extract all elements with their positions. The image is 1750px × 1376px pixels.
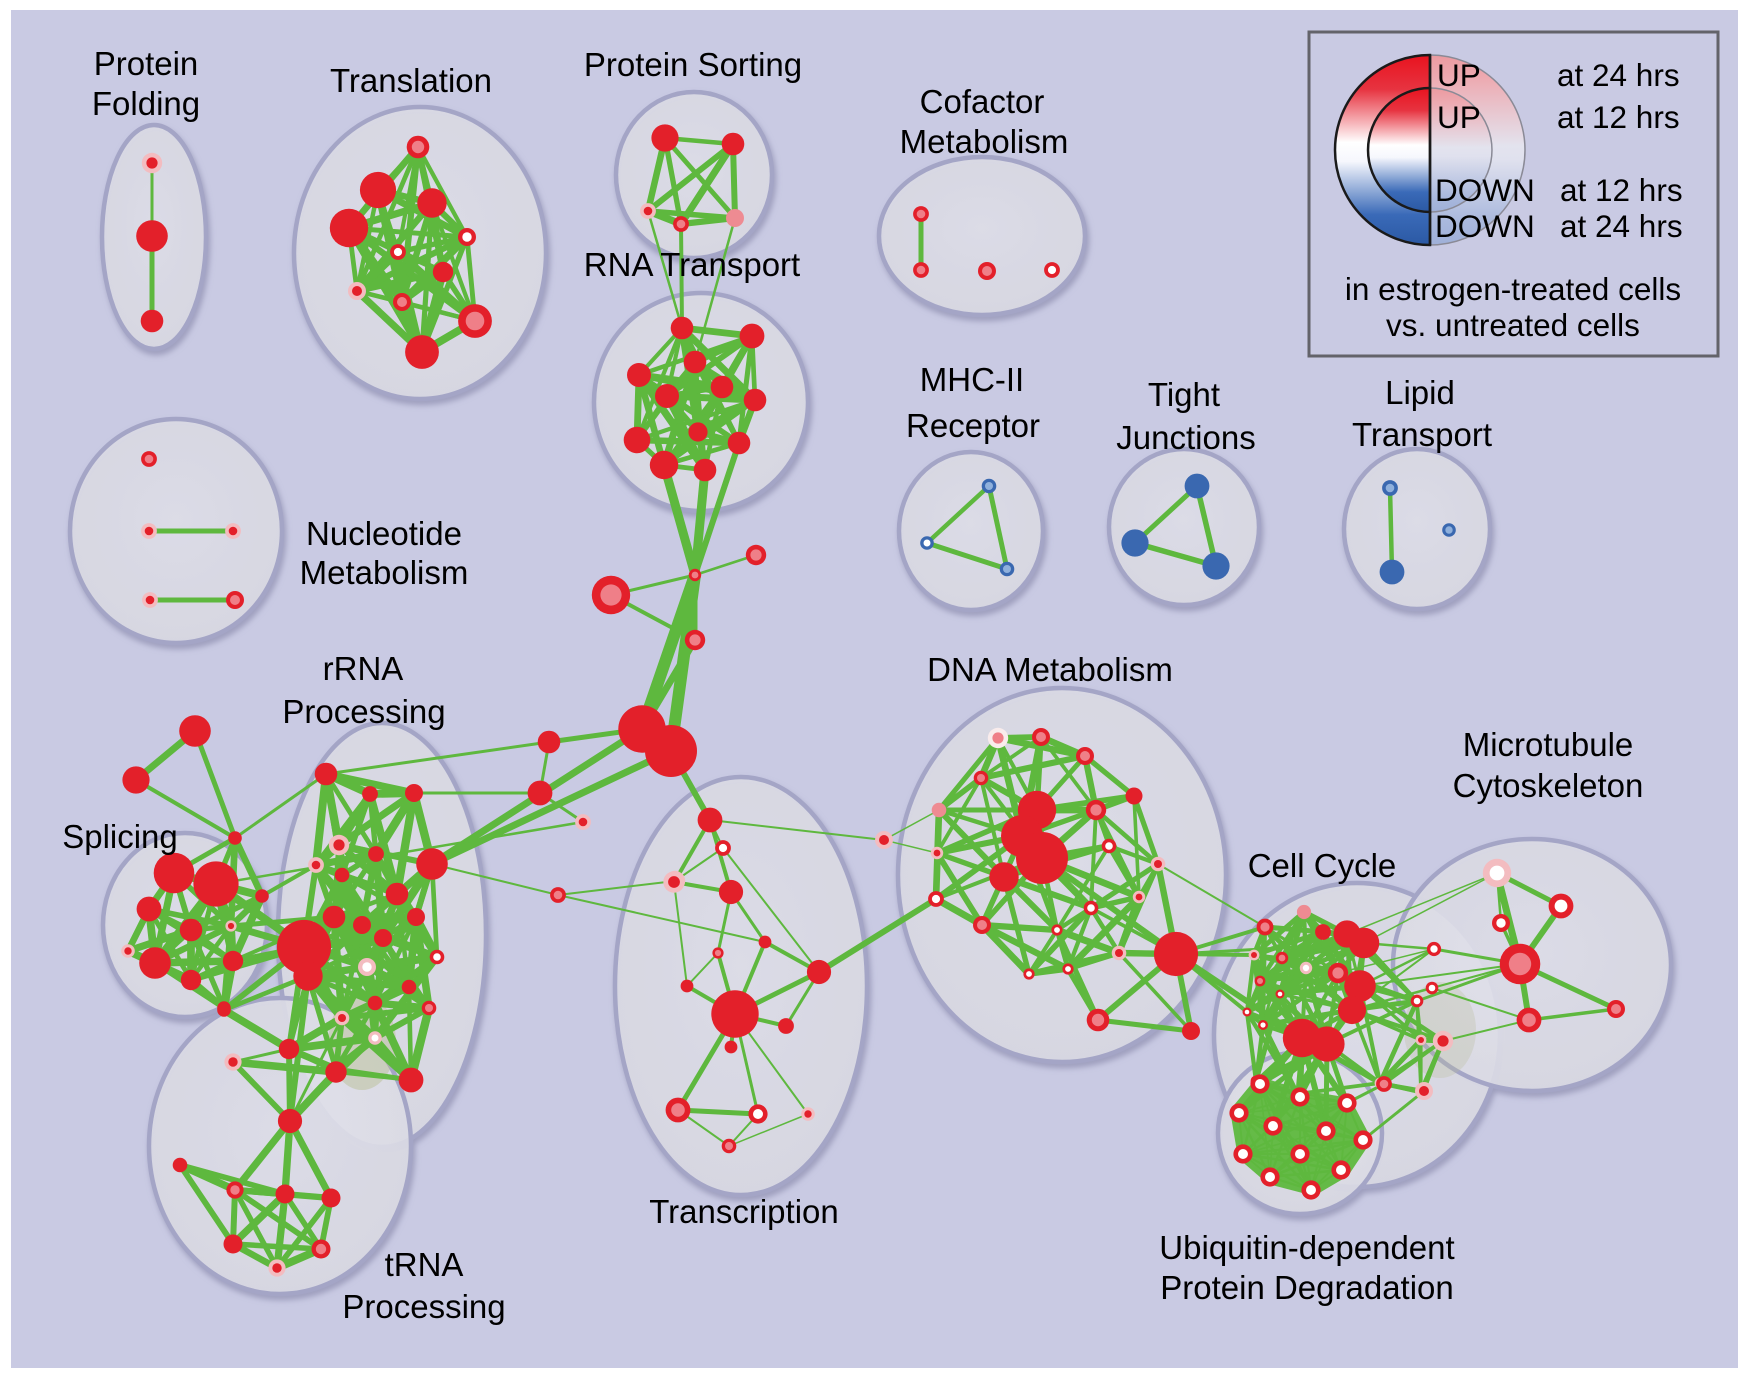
svg-text:Metabolism: Metabolism	[900, 123, 1069, 160]
svg-text:Transcription: Transcription	[649, 1193, 839, 1230]
svg-text:Processing: Processing	[282, 693, 445, 730]
svg-text:DOWN: DOWN	[1435, 208, 1535, 244]
svg-text:Receptor: Receptor	[906, 407, 1040, 444]
svg-text:UP: UP	[1437, 57, 1481, 93]
svg-text:at 12 hrs: at 12 hrs	[1557, 99, 1680, 135]
svg-text:Splicing: Splicing	[62, 818, 178, 855]
svg-text:Cofactor: Cofactor	[920, 83, 1045, 120]
svg-text:vs. untreated cells: vs. untreated cells	[1386, 307, 1640, 343]
svg-text:at 12 hrs: at 12 hrs	[1560, 172, 1683, 208]
svg-text:Microtubule: Microtubule	[1463, 726, 1634, 763]
svg-text:Folding: Folding	[92, 85, 200, 122]
svg-text:rRNA: rRNA	[323, 650, 404, 687]
svg-text:MHC-II: MHC-II	[920, 361, 1024, 398]
svg-text:tRNA: tRNA	[385, 1246, 464, 1283]
svg-text:Lipid: Lipid	[1385, 374, 1455, 411]
svg-text:Protein Sorting: Protein Sorting	[584, 46, 802, 83]
svg-text:Cytoskeleton: Cytoskeleton	[1453, 767, 1644, 804]
svg-text:Metabolism: Metabolism	[300, 554, 469, 591]
svg-text:DNA Metabolism: DNA Metabolism	[927, 651, 1173, 688]
svg-text:Transport: Transport	[1352, 416, 1492, 453]
svg-text:Translation: Translation	[330, 62, 492, 99]
svg-text:Protein: Protein	[94, 45, 199, 82]
svg-text:RNA Transport: RNA Transport	[584, 246, 800, 283]
svg-text:Junctions: Junctions	[1116, 419, 1255, 456]
svg-text:Ubiquitin-dependent: Ubiquitin-dependent	[1159, 1229, 1454, 1266]
svg-text:Protein Degradation: Protein Degradation	[1160, 1269, 1454, 1306]
svg-text:DOWN: DOWN	[1435, 172, 1535, 208]
svg-text:at 24 hrs: at 24 hrs	[1557, 57, 1680, 93]
svg-text:in estrogen-treated cells: in estrogen-treated cells	[1345, 271, 1681, 307]
svg-text:Processing: Processing	[342, 1288, 505, 1325]
svg-text:Cell Cycle: Cell Cycle	[1248, 847, 1397, 884]
svg-text:Nucleotide: Nucleotide	[306, 515, 462, 552]
svg-text:at 24 hrs: at 24 hrs	[1560, 208, 1683, 244]
svg-text:UP: UP	[1437, 99, 1481, 135]
svg-text:Tight: Tight	[1148, 376, 1220, 413]
